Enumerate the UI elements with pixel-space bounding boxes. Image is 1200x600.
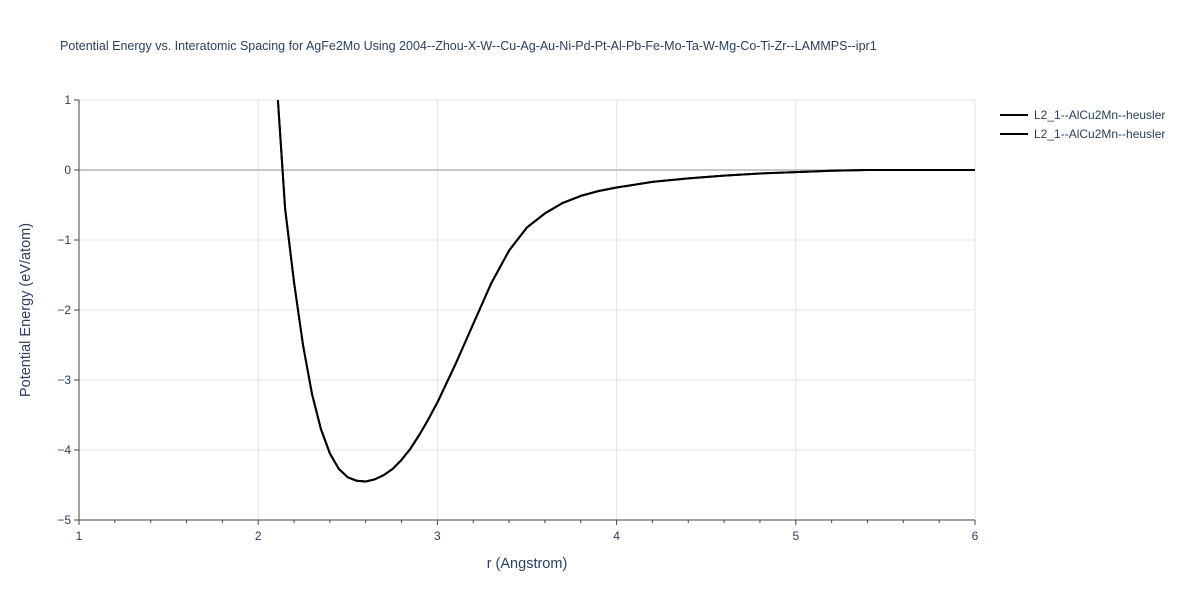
- legend-label: L2_1--AlCu2Mn--heusler: [1034, 108, 1165, 122]
- series-line-2: [276, 100, 975, 483]
- chart-title: Potential Energy vs. Interatomic Spacing…: [60, 39, 877, 53]
- y-tick-label: 0: [64, 163, 71, 177]
- y-tick-label: −5: [57, 513, 71, 527]
- legend[interactable]: L2_1--AlCu2Mn--heusler L2_1--AlCu2Mn--heu…: [1000, 108, 1165, 141]
- y-tick-label: −3: [57, 373, 71, 387]
- legend-item-2[interactable]: L2_1--AlCu2Mn--heusler: [1000, 127, 1165, 141]
- x-axis-ticks: 1 2 3 4 5 6: [76, 520, 979, 543]
- plot-lines: [276, 100, 975, 483]
- x-tick-label: 2: [255, 529, 262, 543]
- y-tick-label: −4: [57, 443, 71, 457]
- x-tick-label: 4: [613, 529, 620, 543]
- y-tick-label: 1: [64, 93, 71, 107]
- y-tick-label: −1: [57, 233, 71, 247]
- x-tick-label: 1: [76, 529, 83, 543]
- x-axis-label: r (Angstrom): [487, 556, 568, 572]
- x-tick-label: 5: [792, 529, 799, 543]
- y-tick-label: −2: [57, 303, 71, 317]
- legend-item-1[interactable]: L2_1--AlCu2Mn--heusler: [1000, 108, 1165, 122]
- x-tick-label: 6: [972, 529, 979, 543]
- x-tick-label: 3: [434, 529, 441, 543]
- y-axis-label: Potential Energy (eV/atom): [18, 223, 34, 397]
- y-axis-ticks: −5 −4 −3 −2 −1 0 1: [57, 93, 79, 527]
- legend-label: L2_1--AlCu2Mn--heusler: [1034, 127, 1165, 141]
